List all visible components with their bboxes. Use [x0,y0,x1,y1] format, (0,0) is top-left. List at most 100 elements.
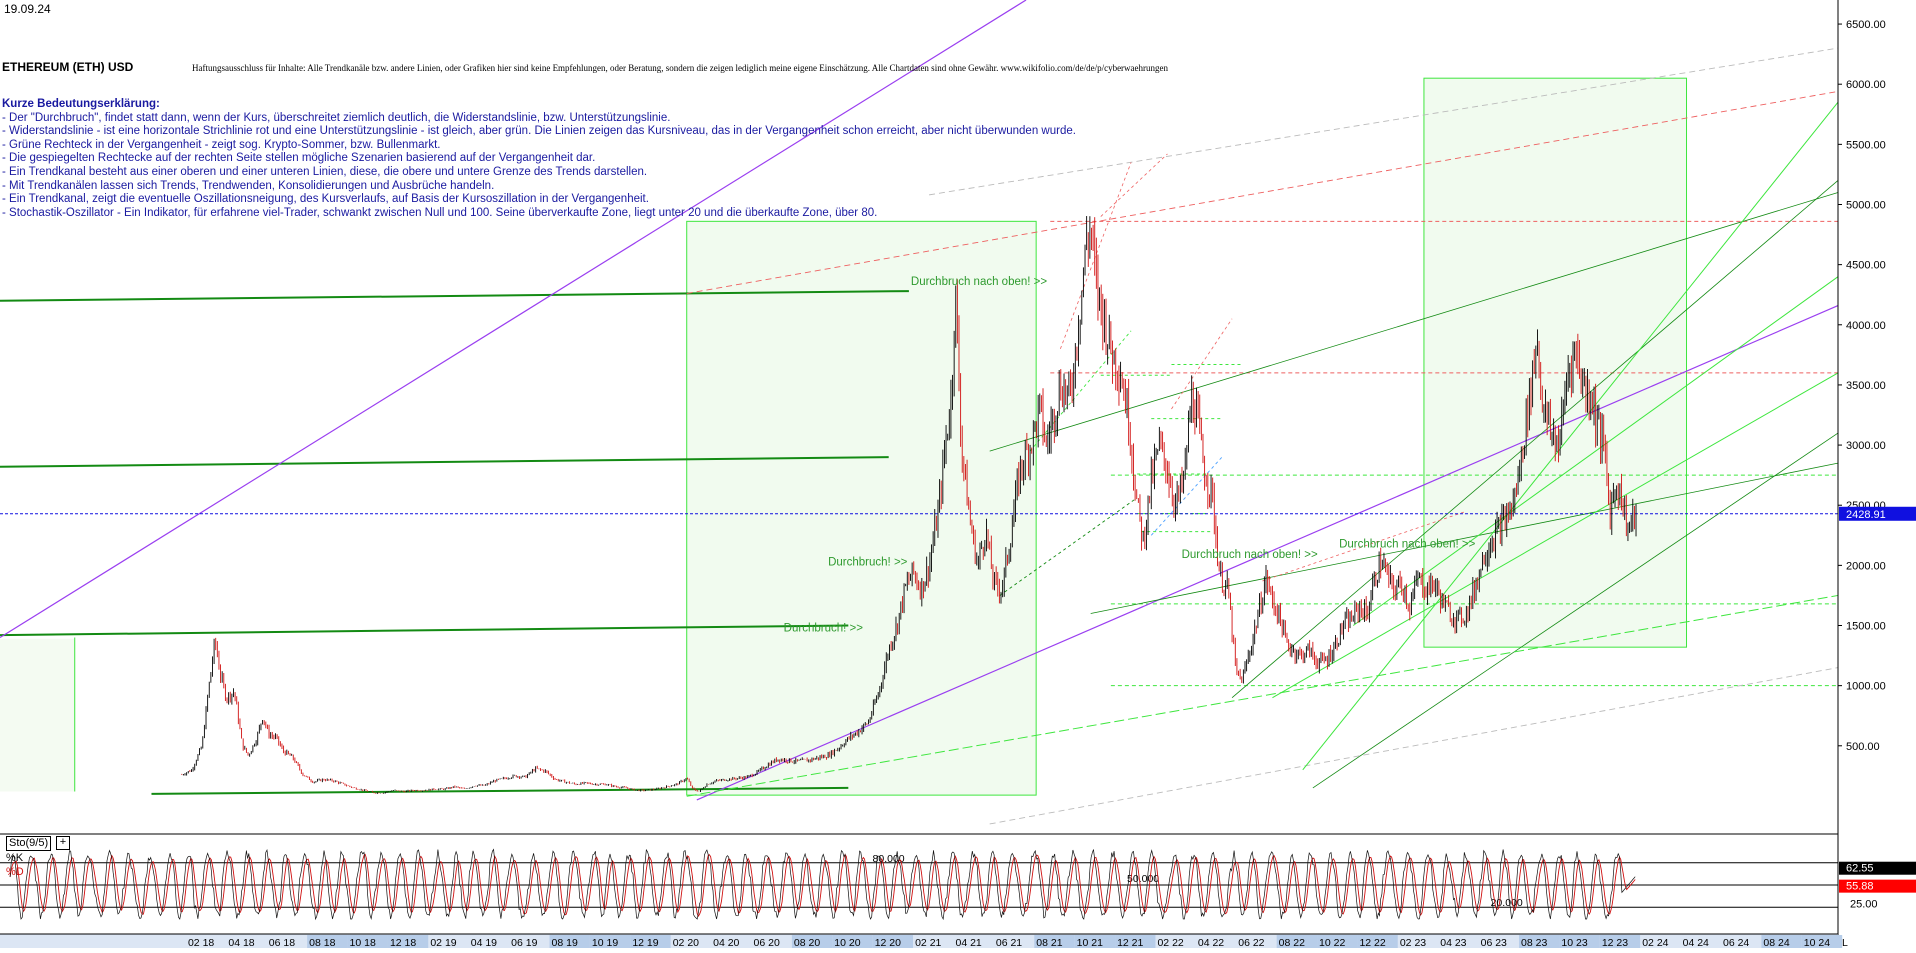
legend-line: - Der "Durchbruch", findet statt dann, w… [2,111,671,124]
x-axis-band [791,935,833,948]
x-tick-label: 12 18 [390,937,416,948]
x-tick-label: 10 22 [1319,937,1345,948]
x-axis-band [428,935,469,948]
y-tick-label: 4000.00 [1846,320,1886,332]
oscillator-name-button[interactable]: Sto(9/5) [6,836,52,851]
x-tick-label: 10 19 [592,937,618,948]
x-tick-label: 12 19 [632,937,658,948]
x-axis-band [1317,935,1358,948]
trend-line [1231,180,1839,698]
trend-line [686,90,1839,294]
x-axis-band [1276,935,1318,948]
y-tick-label: 3500.00 [1846,380,1886,392]
x-tick-label: 06 20 [754,937,780,948]
x-axis-band [630,935,671,948]
k-line-label: %K [6,852,24,864]
x-tick-label: 04 19 [471,937,497,948]
x-tick-label: 10 18 [350,937,376,948]
legend-line: - Mit Trendkanälen lassen sich Trends, T… [2,179,495,192]
stochastic-d-line [9,853,1636,918]
d-value-label: 55.88 [1846,881,1874,893]
x-axis-band [1519,935,1560,948]
chart-title: ETHEREUM (ETH) USD [2,60,134,74]
x-tick-label: 06 24 [1723,937,1749,948]
x-axis-band [307,935,348,948]
breakout-annotation: Durchbruch nach oben! >> [1182,549,1318,561]
y-tick-label: 2000.00 [1846,560,1886,572]
x-tick-label: 10 23 [1561,937,1587,948]
trend-line [1029,330,1132,452]
x-tick-label: 10 21 [1077,937,1103,948]
legend-line: - Grüne Rechteck in der Vergangenheit - … [2,138,441,151]
x-axis-band [832,935,873,948]
legend-line: - Stochastik-Oszillator - Ein Indikator,… [2,206,878,219]
candle-group [181,216,1637,795]
x-tick-label: 02 19 [430,937,456,948]
x-tick-label: 02 20 [673,937,699,948]
trend-line [989,667,1839,825]
trend-line [1090,462,1839,614]
y-tick-label: 6500.00 [1846,19,1886,31]
x-tick-label: 06 23 [1481,937,1507,948]
y-tick-label: 5000.00 [1846,199,1886,211]
trend-line [0,456,889,468]
x-axis-band [266,935,308,948]
trend-line [999,498,1136,596]
x-tick-label: 08 22 [1279,937,1305,948]
stochastic-k-line [9,848,1636,921]
legend-line: - Die gespiegelten Rechtecke auf der rec… [2,152,596,165]
k-value-badge [1839,861,1916,875]
x-tick-label: 08 21 [1036,937,1062,948]
x-axis-band [913,935,954,948]
x-tick-label: 08 19 [552,937,578,948]
x-tick-label: 10 20 [834,937,860,948]
x-tick-label: 04 18 [228,937,254,948]
y-tick-label: 6000.00 [1846,79,1886,91]
legend-line: - Widerstandslinie - ist eine horizontal… [2,125,1076,138]
trend-line [696,304,1839,801]
x-tick-label: 12 21 [1117,937,1143,948]
x-axis-band [1559,935,1600,948]
current-price-label: 2428.91 [1846,509,1886,521]
trend-line [1100,153,1168,217]
disclaimer-text: Haftungsausschluss für Inhalte: Alle Tre… [192,63,1169,73]
x-tick-label: 06 22 [1238,937,1264,948]
osc-tick-label: 25.00 [1850,899,1878,911]
bull-market-rectangle [686,220,1037,796]
x-axis-band [549,935,590,948]
x-axis-band [1640,935,1681,948]
x-axis-end-label: L [1842,937,1848,948]
legend-line: - Ein Trendkanal besteht aus einer obere… [2,165,648,178]
date-label: 19.09.24 [4,2,51,16]
x-tick-label: 02 24 [1642,937,1668,948]
x-axis-band [1155,935,1196,948]
x-tick-label: 06 19 [511,937,537,948]
trend-line [0,0,1027,639]
trend-line [989,192,1839,452]
x-axis-band [1115,935,1156,948]
x-axis-band [953,935,994,948]
x-tick-label: 06 21 [996,937,1022,948]
y-tick-label: 3000.00 [1846,440,1886,452]
x-axis-band [1074,935,1116,948]
level-label-50: 50.000 [1127,873,1159,885]
x-axis-band [872,935,914,948]
oscillator-add-button[interactable]: + [56,836,70,850]
x-tick-label: 12 20 [875,937,901,948]
x-axis-band [589,935,631,948]
trend-line [0,290,909,302]
trend-line [1352,276,1839,626]
y-tick-label: 5500.00 [1846,139,1886,151]
x-axis-band [993,935,1035,948]
y-tick-label: 4500.00 [1846,260,1886,272]
x-tick-label: 04 23 [1440,937,1466,948]
trend-line [1302,101,1839,771]
x-axis-band [1599,935,1641,948]
legend-box: Kurze Bedeutungserklärung: - Der "Durchb… [2,98,1076,220]
x-axis-band [1397,935,1439,948]
x-axis-band [711,935,752,948]
x-axis-band [751,935,792,948]
x-axis-band [1478,935,1520,948]
